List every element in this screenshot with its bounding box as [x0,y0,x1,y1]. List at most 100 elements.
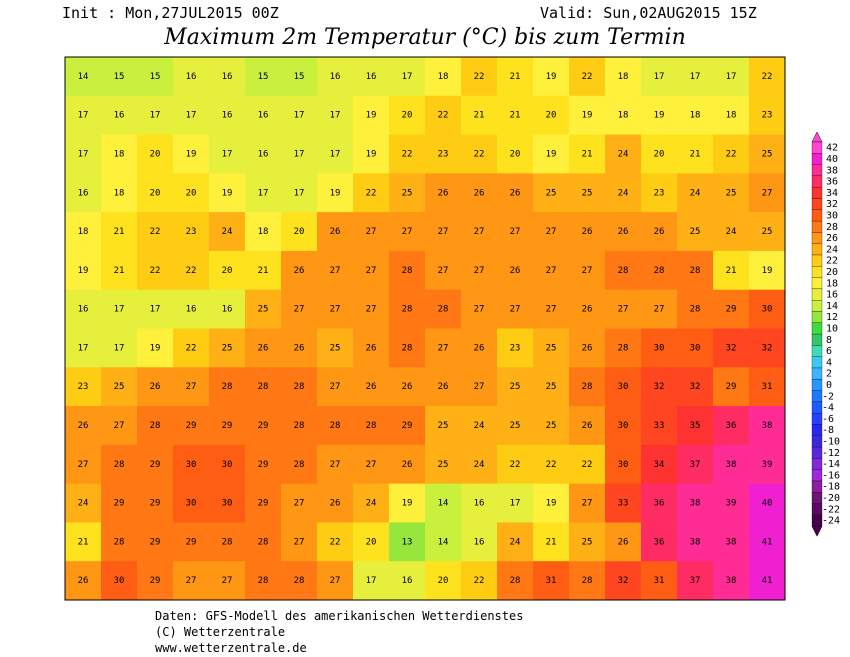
temperature-label: 25 [510,382,521,392]
temperature-label: 17 [294,149,305,159]
temperature-cell [173,561,210,601]
temperature-cell [137,250,174,291]
temperature-label: 27 [474,305,485,315]
temperature-cell [317,134,354,174]
temperature-cell [497,483,534,523]
temperature-cell [209,367,246,407]
temperature-label: 27 [294,499,305,509]
temperature-label: 22 [186,266,197,276]
temperature-label: 26 [474,343,485,353]
temperature-cell [389,134,426,174]
temperature-label: 16 [222,305,233,315]
temperature-label: 25 [762,149,773,159]
temperature-label: 17 [114,305,125,315]
colorbar-cap [811,525,823,537]
temperature-cell [173,173,210,213]
temperature-cell [605,406,642,446]
temperature-label: 26 [438,382,449,392]
colorbar-swatch [811,345,823,357]
colorbar-swatch [811,401,823,414]
temperature-label: 22 [366,188,377,198]
temperature-label: 21 [582,149,593,159]
temperature-label: 32 [690,382,701,392]
temperature-label: 27 [438,266,449,276]
temperature-cell [209,561,246,601]
temperature-cell [245,134,282,174]
temperature-label: 18 [438,72,449,82]
temperature-cell [317,522,354,562]
temperature-label: 22 [582,72,593,82]
temperature-cell [317,289,354,329]
colorbar-swatch [811,367,823,380]
temperature-label: 18 [258,227,269,237]
colorbar-label: -6 [822,414,834,425]
temperature-label: 28 [690,266,701,276]
temperature-label: 16 [402,576,413,586]
colorbar-swatch [811,175,823,188]
temperature-label: 28 [114,460,125,470]
colorbar-label: -2 [822,391,834,402]
temperature-cell [281,483,318,523]
temperature-cell [173,483,210,523]
temperature-label: 36 [726,421,737,431]
colorbar-swatch [811,266,823,278]
temperature-label: 27 [546,266,557,276]
temperature-cell [425,483,462,523]
temperature-cell [245,444,282,485]
temperature-label: 28 [222,537,233,547]
temperature-label: 19 [546,72,557,82]
temperature-cell [677,134,714,174]
temperature-label: 26 [618,227,629,237]
temperature-cell [317,367,354,407]
temperature-cell [569,212,606,252]
temperature-cell [245,483,282,523]
temperature-cell [641,289,678,329]
temperature-label: 25 [438,460,449,470]
temperature-cell [677,483,714,523]
temperature-cell [317,173,354,213]
temperature-label: 22 [582,460,593,470]
temperature-label: 22 [474,576,485,586]
temperature-cell [605,57,642,97]
temperature-label: 26 [78,421,89,431]
temperature-cell [137,483,174,523]
temperature-label: 28 [330,421,341,431]
temperature-label: 27 [294,305,305,315]
temperature-label: 21 [114,227,125,237]
temperature-label: 27 [402,227,413,237]
temperature-cell [497,57,534,97]
temperature-cell [389,406,426,446]
temperature-cell [677,367,714,407]
temperature-cell [101,522,138,562]
temperature-label: 24 [366,499,377,509]
temperature-label: 26 [294,343,305,353]
temperature-label: 18 [618,111,629,121]
temperature-label: 24 [222,227,233,237]
temperature-label: 29 [150,499,161,509]
temperature-cell [641,367,678,407]
colorbar-label: -4 [822,403,834,414]
temperature-cell [101,289,138,329]
temperature-cell [317,328,354,368]
temperature-cell [389,522,426,562]
temperature-cell [713,134,750,174]
temperature-label: 27 [474,227,485,237]
temperature-cell [461,483,498,523]
temperature-label: 27 [474,266,485,276]
temperature-label: 22 [150,227,161,237]
temperature-label: 29 [150,537,161,547]
temperature-cell [65,328,102,368]
temperature-cell [749,522,786,562]
temperature-cell [533,95,570,136]
temperature-label: 21 [546,537,557,547]
temperature-cell [749,328,786,368]
colorbar-swatch [811,153,823,165]
temperature-label: 25 [690,227,701,237]
temperature-cell [137,57,174,97]
temperature-cell [533,57,570,97]
temperature-label: 32 [726,343,737,353]
temperature-cell [245,289,282,329]
temperature-label: 27 [330,305,341,315]
temperature-label: 29 [258,499,269,509]
